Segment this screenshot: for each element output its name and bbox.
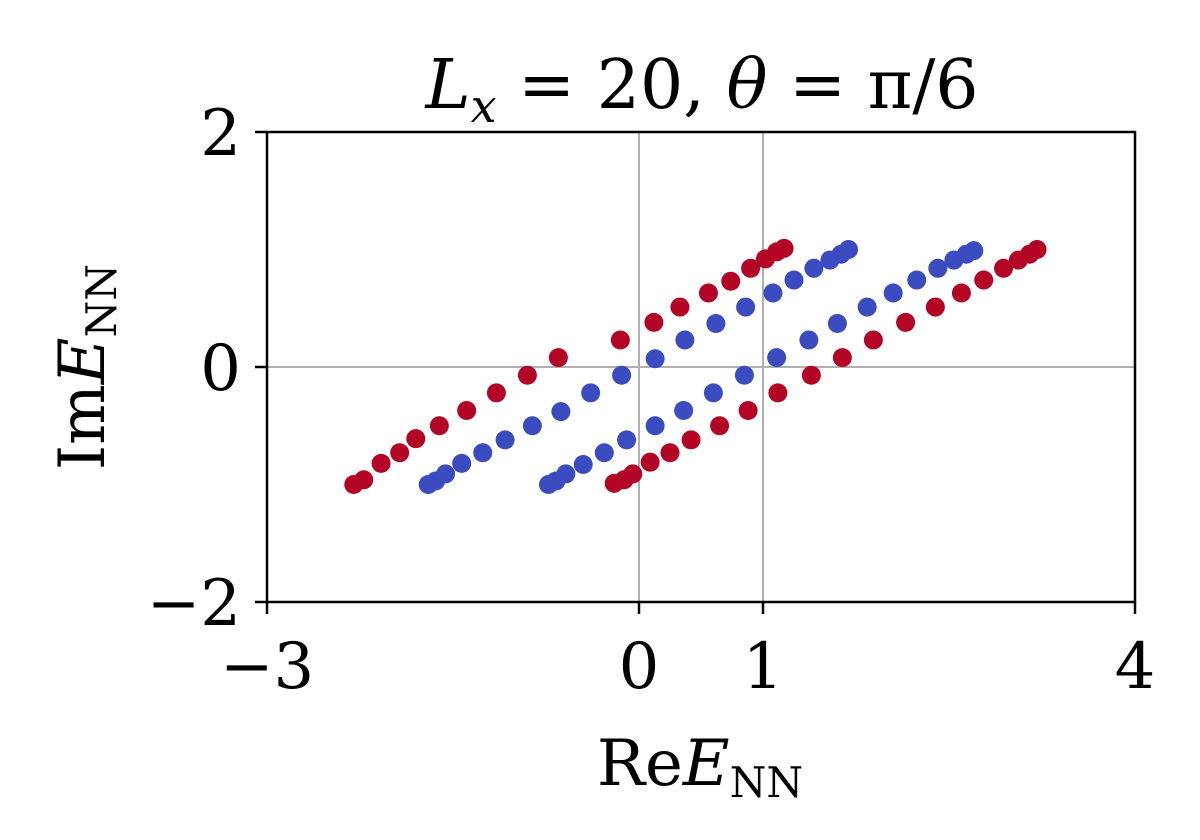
data-point-series-2 (706, 314, 726, 334)
data-point-series-1 (681, 430, 701, 450)
data-point-series-2 (594, 443, 614, 463)
data-point-series-1 (640, 452, 660, 472)
data-point-series-2 (452, 453, 472, 473)
data-point-series-2 (436, 464, 456, 484)
data-point-series-2 (767, 348, 787, 368)
data-point-series-2 (703, 383, 723, 403)
data-point-series-1 (644, 312, 664, 332)
data-point-series-1 (670, 297, 690, 317)
data-point-series-1 (698, 283, 718, 303)
data-point-series-1 (548, 348, 568, 368)
data-point-series-1 (610, 330, 630, 350)
data-point-series-1 (994, 258, 1014, 278)
data-point-series-1 (429, 416, 449, 436)
data-point-series-1 (974, 270, 994, 290)
y-tick-label: 0 (200, 332, 241, 406)
data-point-series-2 (675, 330, 695, 350)
data-point-series-2 (734, 365, 754, 385)
data-point-series-1 (896, 312, 916, 332)
y-tick-label: −2 (147, 567, 241, 641)
data-point-series-1 (390, 443, 410, 463)
data-point-series-1 (741, 258, 761, 278)
data-point-series-2 (763, 283, 783, 303)
data-point-series-1 (517, 365, 537, 385)
data-point-series-2 (473, 443, 493, 463)
data-point-series-1 (951, 283, 971, 303)
data-point-series-2 (784, 270, 804, 290)
data-point-series-1 (721, 271, 741, 291)
data-point-series-1 (457, 400, 477, 420)
data-point-series-2 (612, 365, 632, 385)
x-tick-label: −3 (220, 630, 314, 704)
data-point-series-1 (801, 365, 821, 385)
x-tick-label: 4 (1115, 630, 1156, 704)
grid-lines (267, 132, 1135, 602)
data-points (344, 238, 1047, 494)
data-point-series-1 (406, 429, 426, 449)
data-point-series-2 (827, 314, 847, 334)
data-point-series-2 (857, 297, 877, 317)
data-point-series-2 (804, 258, 824, 278)
data-point-series-2 (883, 283, 903, 303)
data-point-series-1 (768, 383, 788, 403)
data-point-series-2 (617, 430, 637, 450)
data-point-series-2 (495, 430, 515, 450)
axis-ticks: −3 0 1 4 −2 0 2 (147, 97, 1156, 704)
data-point-series-2 (907, 270, 927, 290)
data-point-series-1 (354, 470, 374, 490)
x-axis-label: ReENN (597, 727, 803, 807)
data-point-series-2 (573, 455, 593, 475)
data-point-series-2 (928, 258, 948, 278)
data-point-series-1 (738, 400, 758, 420)
data-point-series-2 (581, 383, 601, 403)
data-point-series-1 (623, 464, 643, 484)
data-point-series-1 (486, 383, 506, 403)
data-point-series-1 (1027, 240, 1047, 259)
data-point-series-2 (556, 464, 576, 484)
data-point-series-2 (645, 349, 665, 369)
data-point-series-2 (839, 240, 859, 259)
data-point-series-2 (645, 416, 665, 436)
data-point-series-2 (799, 330, 819, 350)
y-axis-label: ImENN (46, 264, 126, 470)
data-point-series-1 (925, 297, 945, 317)
data-point-series-1 (660, 443, 680, 463)
data-point-series-2 (522, 416, 542, 436)
data-point-series-2 (674, 400, 694, 420)
x-tick-label: 1 (743, 630, 784, 704)
data-point-series-1 (710, 416, 730, 436)
y-tick-label: 2 (200, 97, 241, 171)
data-point-series-2 (551, 402, 571, 422)
data-point-series-1 (774, 238, 794, 258)
data-point-series-1 (832, 348, 852, 368)
data-point-series-2 (736, 297, 756, 317)
chart-title: Lx = 20, θ = π/6 (423, 46, 978, 133)
x-tick-label: 0 (619, 630, 660, 704)
data-point-series-2 (964, 241, 984, 261)
data-point-series-1 (371, 453, 391, 473)
data-point-series-1 (863, 330, 883, 350)
